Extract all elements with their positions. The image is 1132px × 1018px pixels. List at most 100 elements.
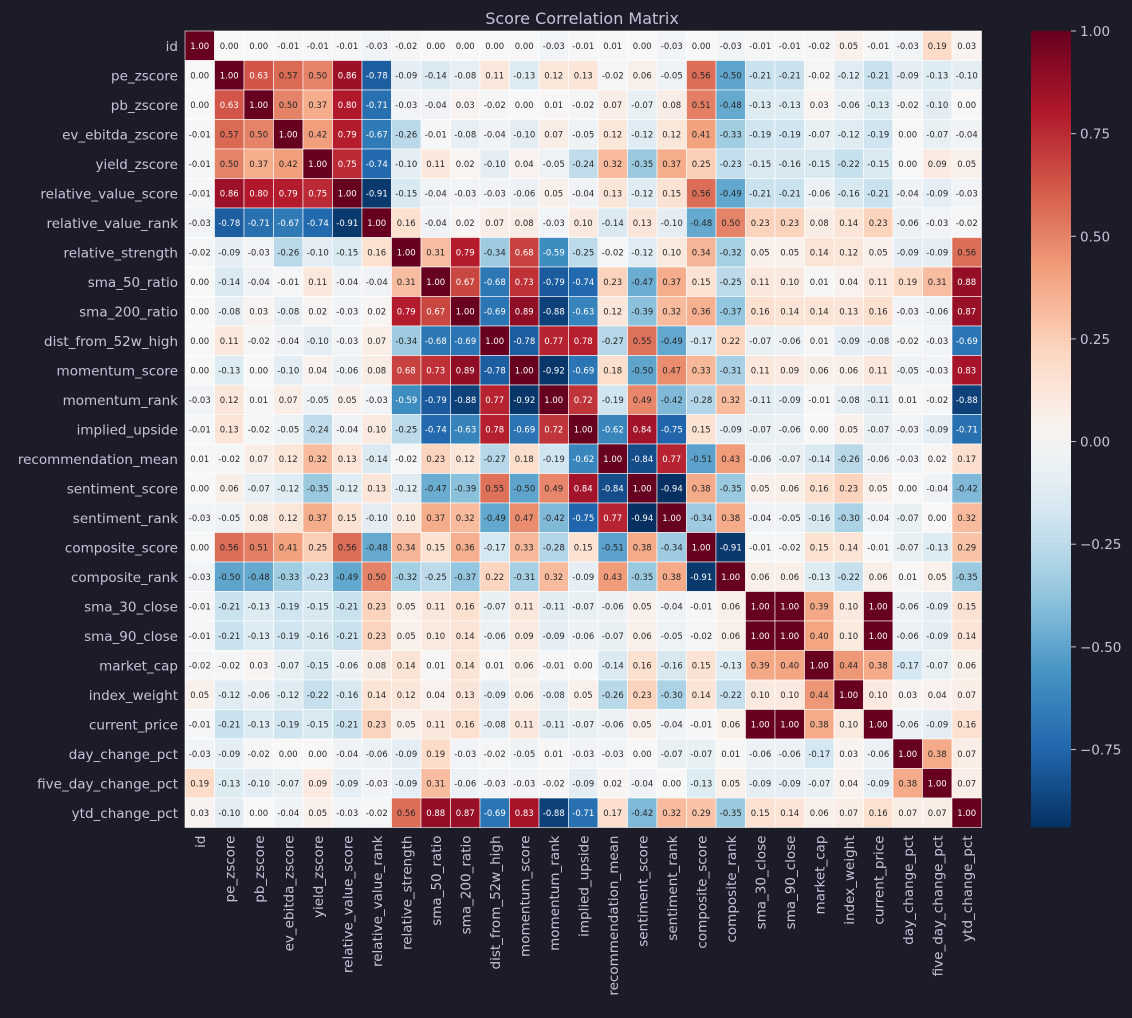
cell-value-label: -0.02 bbox=[779, 543, 801, 553]
heatmap-cell bbox=[804, 237, 835, 268]
y-axis-labels: id pe_zscore pb_zscore ev_ebitda_zscoreyiel… bbox=[18, 39, 178, 822]
cell-value-label: 0.00 bbox=[249, 366, 268, 376]
cell-value-label: 0.02 bbox=[308, 307, 327, 317]
heatmap-cell bbox=[273, 473, 304, 504]
heatmap-cell bbox=[214, 561, 245, 592]
cell-value-label: -0.05 bbox=[779, 514, 801, 524]
heatmap-cell bbox=[951, 561, 982, 592]
cell-value-label: -0.12 bbox=[631, 130, 653, 140]
cell-value-label: -0.02 bbox=[690, 632, 712, 642]
heatmap-cell bbox=[627, 296, 658, 327]
heatmap-cell bbox=[774, 178, 805, 209]
heatmap-cell bbox=[833, 148, 864, 179]
cell-value-label: -0.03 bbox=[248, 248, 270, 258]
cell-value-label: -0.06 bbox=[749, 750, 771, 760]
cell-value-label: -0.03 bbox=[366, 42, 388, 52]
cell-value-label: 0.07 bbox=[485, 219, 504, 229]
cell-value-label: 0.08 bbox=[662, 101, 681, 111]
heatmap-cell bbox=[302, 148, 333, 179]
heatmap-cell bbox=[627, 207, 658, 238]
cell-value-label: -0.01 bbox=[189, 160, 211, 170]
cell-value-label: 0.01 bbox=[190, 455, 209, 465]
heatmap-cell bbox=[892, 443, 923, 474]
cell-value-label: -0.03 bbox=[395, 101, 417, 111]
heatmap-cell bbox=[715, 502, 746, 533]
heatmap-cell bbox=[184, 473, 215, 504]
cell-value-label: -0.06 bbox=[897, 632, 919, 642]
heatmap-cell bbox=[892, 768, 923, 799]
heatmap-cell bbox=[273, 709, 304, 740]
cell-value-label: -0.02 bbox=[572, 101, 594, 111]
cell-value-label: -0.03 bbox=[336, 307, 358, 317]
heatmap-cell bbox=[568, 207, 599, 238]
cell-value-label: 1.00 bbox=[780, 720, 799, 730]
cell-value-label: 0.01 bbox=[426, 661, 445, 671]
heatmap-cell bbox=[184, 119, 215, 150]
cell-value-label: 0.32 bbox=[456, 514, 475, 524]
cell-value-label: -0.75 bbox=[661, 425, 683, 435]
heatmap-cell bbox=[922, 60, 953, 91]
y-tick-label: momentum_score bbox=[57, 363, 178, 379]
colorbar-tick-label: 0.25 bbox=[1080, 332, 1110, 348]
cell-value-label: -0.08 bbox=[454, 130, 476, 140]
cell-value-label: 0.13 bbox=[220, 425, 239, 435]
heatmap-cell bbox=[833, 384, 864, 415]
cell-value-label: -0.91 bbox=[336, 219, 358, 229]
heatmap-cell bbox=[420, 296, 451, 327]
heatmap-cell bbox=[833, 296, 864, 327]
heatmap-cell bbox=[450, 768, 481, 799]
cell-value-label: 0.87 bbox=[957, 307, 976, 317]
cell-value-label: -0.13 bbox=[513, 71, 535, 81]
cell-value-label: -0.30 bbox=[661, 691, 683, 701]
cell-value-label: -0.13 bbox=[749, 101, 771, 111]
cell-value-label: -0.09 bbox=[395, 779, 417, 789]
cell-value-label: 0.68 bbox=[515, 248, 534, 258]
cell-value-label: -0.14 bbox=[602, 661, 624, 671]
cell-value-label: -0.04 bbox=[277, 337, 299, 347]
heatmap-cell bbox=[243, 709, 274, 740]
cell-value-label: 0.47 bbox=[515, 514, 534, 524]
cell-value-label: -0.12 bbox=[277, 691, 299, 701]
heatmap-cell bbox=[863, 709, 894, 740]
cell-value-label: 0.00 bbox=[426, 42, 445, 52]
cell-value-label: 0.00 bbox=[190, 101, 209, 111]
cell-value-label: -0.05 bbox=[218, 514, 240, 524]
cell-value-label: 0.50 bbox=[308, 71, 327, 81]
heatmap-cell bbox=[656, 178, 687, 209]
heatmap-cell bbox=[656, 119, 687, 150]
heatmap-cell bbox=[597, 473, 628, 504]
cell-value-label: 0.04 bbox=[839, 779, 858, 789]
cell-value-label: -0.25 bbox=[720, 278, 742, 288]
cell-value-label: -0.16 bbox=[307, 632, 329, 642]
heatmap-cell bbox=[597, 620, 628, 651]
cell-value-label: 0.88 bbox=[957, 278, 976, 288]
cell-value-label: -0.12 bbox=[336, 484, 358, 494]
heatmap-cell bbox=[892, 709, 923, 740]
cell-value-label: 0.14 bbox=[780, 307, 799, 317]
cell-value-label: -0.03 bbox=[454, 750, 476, 760]
heatmap-cell bbox=[568, 797, 599, 828]
x-tick-label: sma_90_close bbox=[783, 836, 799, 930]
heatmap-cell bbox=[214, 237, 245, 268]
cell-value-label: 0.01 bbox=[898, 396, 917, 406]
cell-value-label: -0.07 bbox=[631, 101, 653, 111]
cell-value-label: 0.33 bbox=[692, 366, 711, 376]
cell-value-label: 1.00 bbox=[190, 42, 209, 52]
cell-value-label: 0.07 bbox=[898, 809, 917, 819]
heatmap-cell bbox=[332, 502, 363, 533]
cell-value-label: 0.11 bbox=[220, 337, 239, 347]
cell-value-label: 0.55 bbox=[485, 484, 504, 494]
heatmap-cell bbox=[420, 768, 451, 799]
cell-value-label: -0.22 bbox=[720, 691, 742, 701]
cell-value-label: 0.06 bbox=[810, 366, 829, 376]
heatmap-cell bbox=[627, 30, 658, 61]
heatmap-cell bbox=[863, 502, 894, 533]
cell-value-label: -0.10 bbox=[513, 130, 535, 140]
y-tick-label: yield_zscore bbox=[96, 157, 178, 173]
cell-value-label: -0.69 bbox=[484, 809, 506, 819]
cell-value-label: -0.08 bbox=[277, 307, 299, 317]
heatmap-cell bbox=[450, 148, 481, 179]
cell-value-label: -0.78 bbox=[218, 219, 240, 229]
heatmap-cell bbox=[774, 296, 805, 327]
heatmap-cell bbox=[597, 561, 628, 592]
